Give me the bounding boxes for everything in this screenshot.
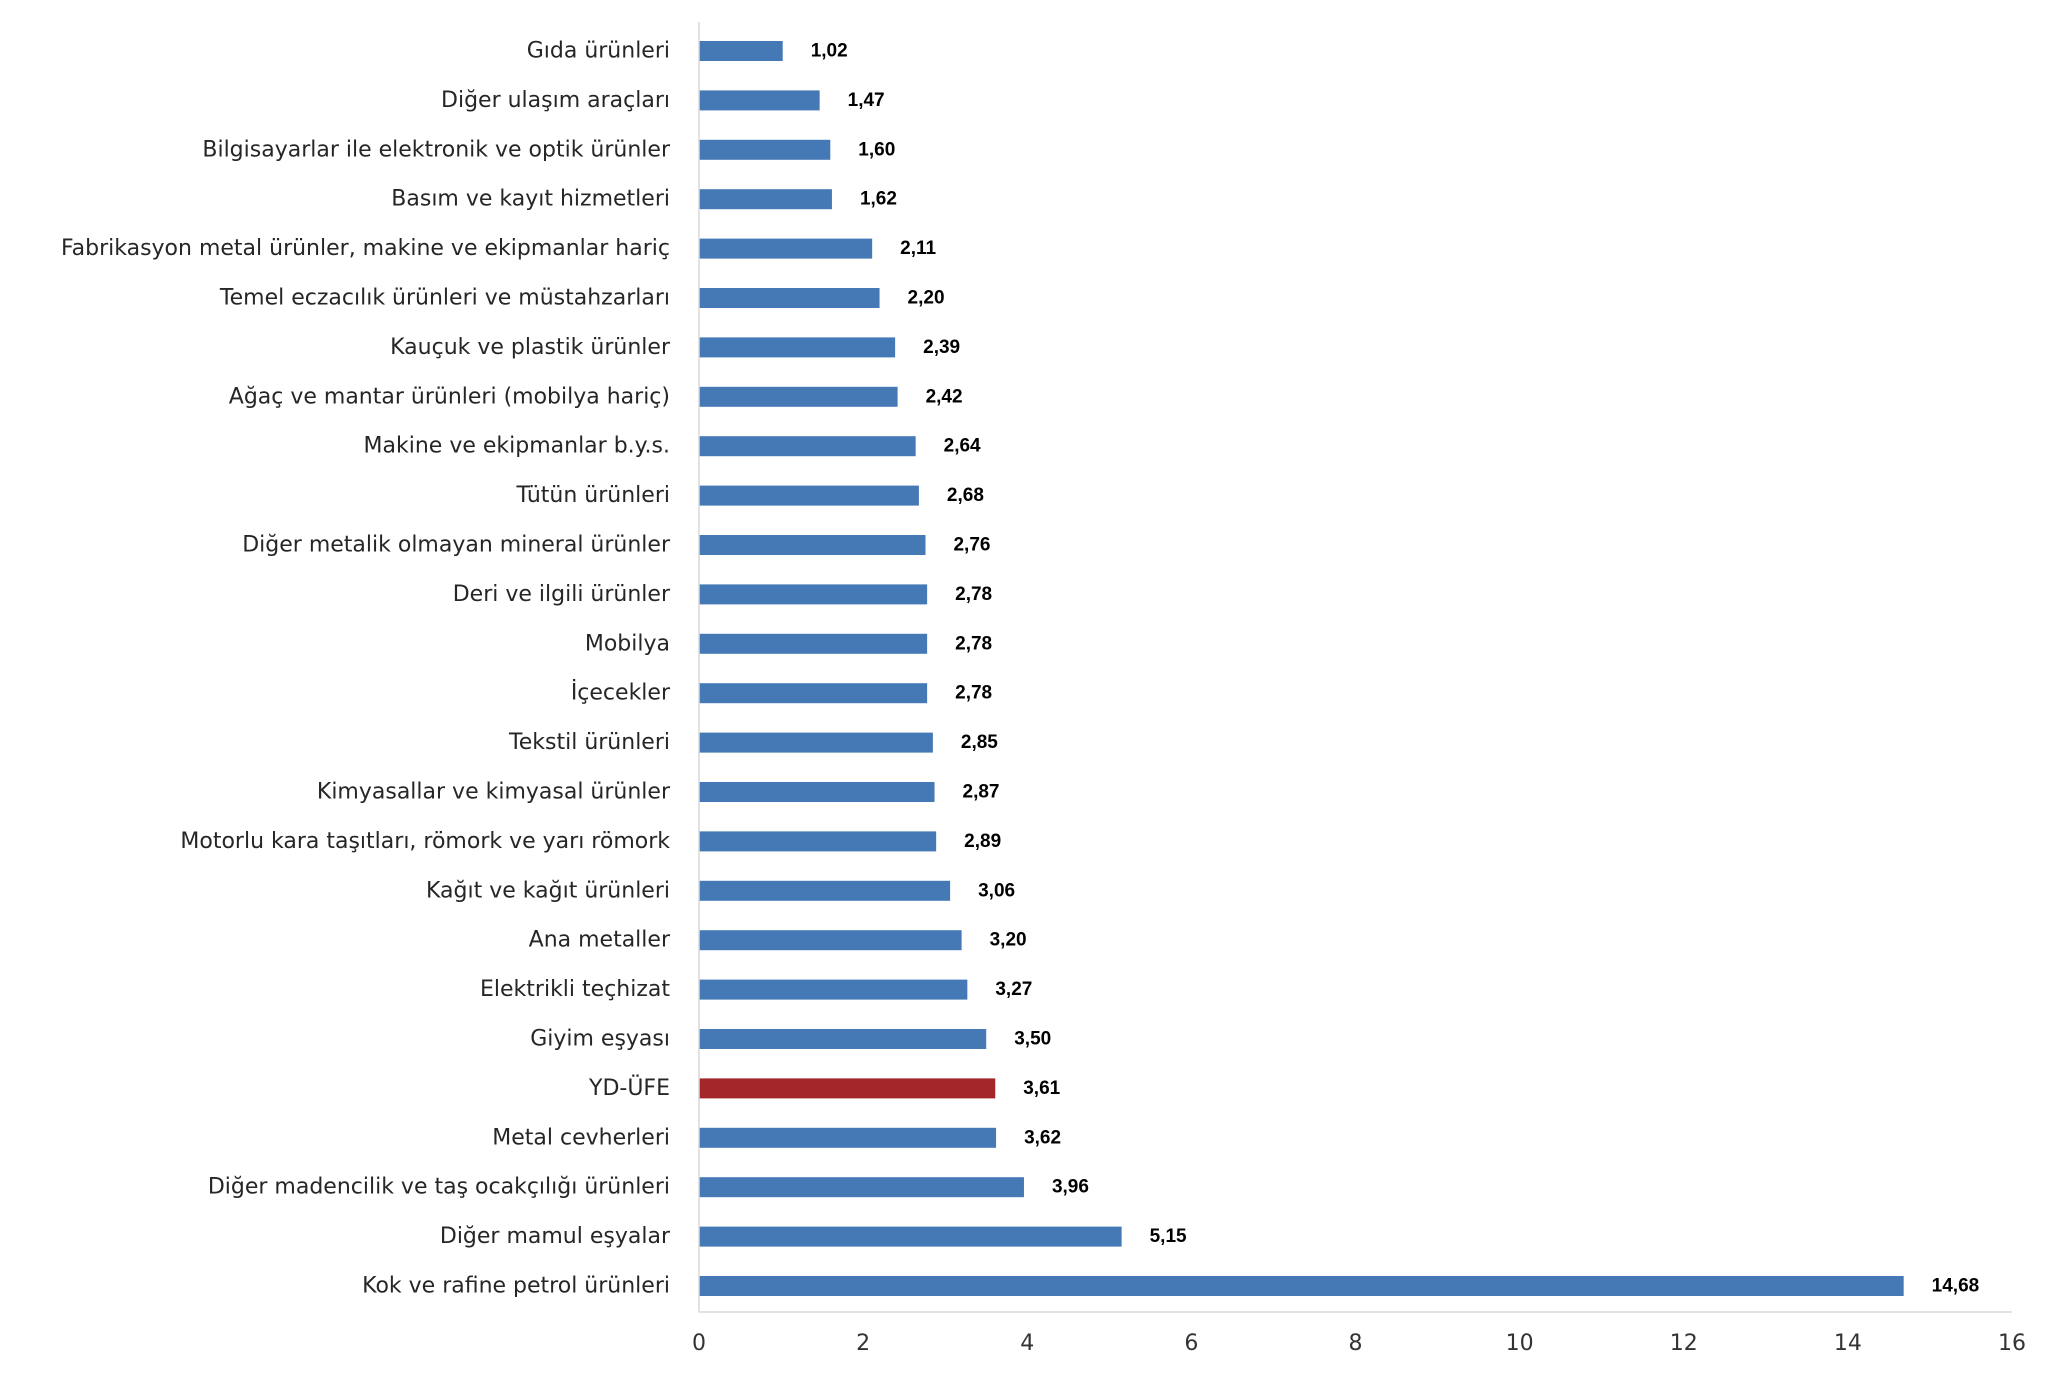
bar: [699, 1226, 1122, 1247]
x-tick-label: 8: [1349, 1331, 1363, 1356]
bar: [699, 782, 935, 802]
category-label: YD-ÜFE: [588, 1075, 670, 1101]
category-label: Gıda ürünleri: [527, 39, 670, 64]
value-label: 3,06: [978, 880, 1015, 901]
value-label: 1,60: [858, 139, 895, 160]
value-label: 2,89: [964, 831, 1001, 852]
category-label: Fabrikasyon metal ürünler, makine ve eki…: [61, 236, 670, 261]
category-label: Ağaç ve mantar ürünleri (mobilya hariç): [229, 384, 670, 409]
value-label: 2,87: [963, 782, 1000, 803]
value-label: 2,78: [955, 633, 992, 654]
value-label: 5,15: [1150, 1226, 1187, 1247]
category-label: Kimyasallar ve kimyasal ürünler: [317, 780, 671, 805]
x-tick-label: 12: [1670, 1331, 1698, 1356]
bar: [699, 90, 820, 111]
category-label: Makine ve ekipmanlar b.y.s.: [364, 434, 670, 459]
bar: [699, 238, 873, 259]
category-label: Mobilya: [585, 631, 670, 656]
category-label: Ana metaller: [529, 928, 671, 953]
value-label: 2,85: [961, 732, 998, 753]
bar: [699, 880, 951, 901]
value-label: 2,76: [953, 535, 990, 556]
x-tick-label: 2: [856, 1331, 870, 1356]
value-label: 1,62: [860, 189, 897, 210]
value-label: 3,20: [990, 930, 1027, 951]
x-tick-label: 6: [1184, 1331, 1198, 1356]
x-tick-label: 0: [692, 1331, 706, 1356]
value-label: 2,20: [908, 288, 945, 309]
value-label: 2,39: [923, 337, 960, 358]
category-label: Motorlu kara taşıtları, römork ve yarı r…: [180, 829, 670, 854]
category-label: Temel eczacılık ürünleri ve müstahzarlar…: [219, 286, 670, 311]
bar: [699, 386, 898, 407]
bar: [699, 436, 916, 457]
bar: [699, 831, 937, 852]
value-label: 2,68: [947, 485, 984, 506]
bar: [699, 485, 919, 506]
category-label: Giyim eşyası: [530, 1027, 670, 1052]
category-label: Kok ve rafine petrol ürünleri: [362, 1274, 670, 1299]
value-label: 2,11: [900, 238, 936, 259]
bar: [699, 1177, 1024, 1198]
x-tick-label: 10: [1506, 1331, 1534, 1356]
bar: [699, 288, 880, 308]
category-label: Tekstil ürünleri: [508, 730, 670, 755]
category-label: Tütün ürünleri: [515, 483, 670, 508]
bar: [699, 337, 896, 358]
bar: [699, 633, 928, 654]
value-label: 2,42: [926, 386, 963, 407]
category-label: Diğer metalik olmayan mineral ürünler: [242, 533, 671, 558]
x-tick-label: 4: [1020, 1331, 1034, 1356]
bar: [699, 683, 928, 704]
value-label: 14,68: [1932, 1276, 1980, 1297]
x-axis: 0 2 4 6 8 10 12 14 16: [692, 22, 2026, 1356]
category-label: İçecekler: [571, 680, 671, 706]
category-label: Kağıt ve kağıt ürünleri: [426, 878, 670, 903]
value-label: 3,96: [1052, 1177, 1089, 1198]
value-label: 3,27: [995, 979, 1032, 1000]
x-tick-label: 16: [1998, 1331, 2026, 1356]
value-label: 3,50: [1014, 1029, 1051, 1050]
value-label: 3,61: [1023, 1078, 1060, 1099]
bar: [699, 584, 928, 605]
bar: [699, 979, 968, 1000]
bar-highlight: [699, 1078, 996, 1099]
value-label: 3,62: [1024, 1127, 1061, 1148]
x-tick-label: 14: [1834, 1331, 1862, 1356]
category-label: Deri ve ilgili ürünler: [453, 582, 671, 607]
bars-layer: Gıda ürünleri 1,02 Diğer ulaşım araçları 1,…: [61, 39, 1979, 1299]
bar: [699, 1127, 997, 1148]
bar: [699, 189, 832, 210]
bar: [699, 1029, 987, 1049]
value-label: 2,78: [955, 584, 992, 605]
category-label: Kauçuk ve plastik ürünler: [390, 335, 671, 360]
category-label: Bilgisayarlar ile elektronik ve optik ür…: [202, 137, 671, 162]
value-label: 1,47: [848, 90, 885, 111]
bar: [699, 930, 962, 951]
bar: [699, 41, 783, 61]
bar: [699, 535, 926, 555]
category-label: Basım ve kayıt hizmetleri: [391, 187, 670, 212]
category-label: Metal cevherleri: [492, 1125, 670, 1150]
bar: [699, 1276, 1904, 1296]
category-label: Elektrikli teçhizat: [480, 977, 670, 1002]
bar: [699, 732, 933, 753]
category-label: Diğer ulaşım araçları: [441, 88, 670, 113]
value-label: 2,64: [944, 436, 981, 457]
bar: [699, 139, 831, 160]
category-label: Diğer mamul eşyalar: [440, 1224, 671, 1249]
category-label: Diğer madencilik ve taş ocakçılığı ürünl…: [208, 1175, 670, 1200]
value-label: 1,02: [811, 41, 848, 62]
value-label: 2,78: [955, 683, 992, 704]
